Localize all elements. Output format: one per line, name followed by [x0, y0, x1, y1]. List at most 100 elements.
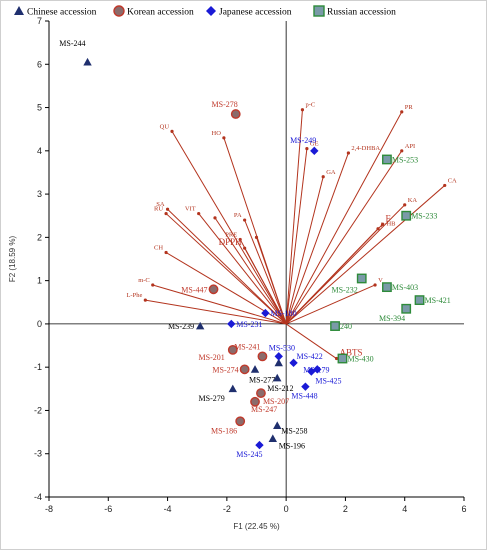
- point-label-ms-232: MS-232: [331, 285, 357, 294]
- point-russian-240: [330, 321, 340, 331]
- loading-label-vit: VIT: [185, 206, 196, 213]
- loading-endpoint-m-c: [151, 283, 155, 287]
- loading-label-api: API: [405, 143, 415, 150]
- loading-vector-ga: [285, 176, 324, 325]
- loading-endpoint-ch: [164, 250, 168, 255]
- loading-label-ka: KA: [408, 197, 418, 204]
- point-label-ms-277: MS-277: [249, 375, 275, 384]
- legend-label-chinese: Chinese accession: [27, 8, 97, 18]
- point-korean-ms-186: [235, 416, 246, 427]
- point-label-ms-233: MS-233: [411, 212, 437, 221]
- legend: Chinese accession Korean accession Japanes…: [14, 5, 396, 18]
- loading-label-ca: CA: [448, 177, 457, 184]
- loading-label-ru: RU: [154, 206, 163, 213]
- point-label-ms-278: MS-278: [212, 100, 238, 109]
- point-label-ms-179: MS-179: [303, 365, 329, 374]
- point-label-ms-253: MS-253: [392, 155, 418, 164]
- loading-label-qu: QU: [160, 123, 170, 130]
- loading-vector-abts: [285, 323, 337, 359]
- loading-vector-2-4-dhba: [285, 152, 349, 325]
- point-label-ms-244: MS-244: [59, 39, 85, 48]
- x-tick-label: 4: [402, 504, 407, 514]
- point-label-ms-247: MS-247: [251, 405, 277, 414]
- y-tick-label: 3: [37, 189, 42, 199]
- point-label-ms-186: MS-186: [211, 426, 237, 435]
- point-japanese-ms-231: [227, 319, 236, 329]
- loading-endpoint-ka: [403, 203, 407, 207]
- loading-vector-l-phe: [145, 299, 287, 325]
- point-chinese-ms-277: [250, 365, 260, 373]
- point-japanese-ms-180: [261, 308, 270, 318]
- loading-label-pa: PA: [234, 212, 242, 219]
- y-tick-label: -1: [34, 362, 42, 372]
- point-label-ms-448: MS-448: [291, 392, 317, 401]
- loading-endpoint-pre: [238, 237, 242, 242]
- loading-endpoint-abts: [334, 356, 339, 361]
- loading-label-pre: PRE: [225, 232, 237, 239]
- point-label-ms-394: MS-394: [379, 314, 405, 323]
- legend-label-russian: Russian accession: [327, 8, 396, 18]
- point-label-ms-207: MS-207: [263, 397, 289, 406]
- loading-vector-f: [285, 224, 383, 325]
- loading-endpoint-vit: [197, 211, 201, 216]
- y-tick-label: 2: [37, 232, 42, 242]
- loading-endpoint-api: [400, 149, 404, 153]
- x-tick-label: 6: [461, 504, 466, 514]
- loading-label-pr: PR: [405, 104, 414, 111]
- loading-endpoint-p-c: [300, 108, 305, 112]
- loading-vector-p-c: [285, 109, 303, 324]
- x-tick-label: -2: [223, 504, 231, 514]
- loading-endpoint-ga: [321, 175, 325, 179]
- x-axis-title: F1 (22.45 %): [233, 522, 280, 531]
- x-tick-label: 0: [284, 504, 289, 514]
- loading-label-2-4-dhba: 2,4-DHBA: [351, 145, 380, 152]
- point-label-ms-245: MS-245: [236, 450, 262, 459]
- loading-vector-unlabeled: [256, 237, 287, 325]
- point-chinese-unlabeled: [274, 358, 283, 367]
- loading-label-ho: HO: [212, 130, 222, 137]
- legend-marker-korean: [113, 5, 125, 17]
- loading-vector-ca: [285, 185, 446, 325]
- loading-endpoint-sa: [165, 207, 170, 211]
- y-tick-label: 1: [37, 276, 42, 286]
- legend-label-japanese: Japanese accession: [219, 8, 292, 18]
- loading-vector-m-c: [152, 284, 287, 325]
- point-label-240: 240: [340, 322, 352, 331]
- loading-vector-unlabeled: [214, 217, 287, 325]
- y-tick-label: -4: [34, 492, 42, 502]
- loading-endpoint-l-phe: [143, 298, 147, 302]
- loading-endpoint-pr: [400, 110, 404, 114]
- loading-endpoint-ge: [305, 147, 309, 151]
- point-label-ms-425: MS-425: [315, 377, 341, 386]
- x-tick-label: -4: [164, 504, 172, 514]
- point-russian-ms-421: [414, 295, 425, 306]
- loading-label-m-c: m-C: [138, 277, 150, 284]
- loading-vector-api: [285, 150, 403, 325]
- loading-label-sa: SA: [156, 201, 165, 208]
- point-label-ms-258: MS-258: [281, 427, 307, 436]
- point-russian-ms-394: [401, 303, 412, 314]
- axes: -8 -6 -4 -2 0 2 4 6 -4 -3 -2 -1 0 1 2 3 4 5 6 7: [34, 16, 467, 514]
- loading-label-abts: ABTS: [340, 348, 363, 358]
- point-russian-ms-430: [337, 353, 348, 364]
- loading-vector-sa: [167, 208, 287, 325]
- point-japanese-ms-425: [307, 367, 316, 376]
- loading-label-dpph: DPPH: [219, 237, 243, 247]
- point-label-ms-403: MS-403: [392, 283, 418, 292]
- loading-label-f: F: [385, 213, 390, 223]
- x-tick-label: 2: [343, 504, 348, 514]
- point-label-ms-212: MS-212: [267, 384, 293, 393]
- point-russian-ms-253: [382, 154, 392, 165]
- point-korean-ms-447: [208, 284, 219, 295]
- loading-endpoint-unlabeled: [213, 216, 217, 220]
- loading-vector-ru: [165, 213, 287, 325]
- loading-vector-vit: [198, 213, 287, 325]
- legend-marker-japanese: [206, 6, 216, 16]
- point-chinese-ms-244: [83, 57, 92, 66]
- point-label-ms-239: MS-239: [168, 322, 194, 331]
- point-japanese-ms-245: [255, 440, 264, 450]
- point-russian-ms-403: [382, 282, 392, 293]
- y-tick-label: 5: [37, 103, 42, 113]
- point-label-ms-279: MS-279: [199, 394, 225, 403]
